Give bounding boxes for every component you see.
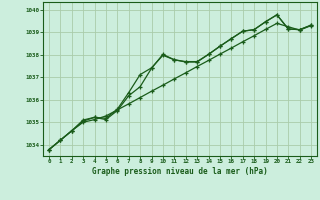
X-axis label: Graphe pression niveau de la mer (hPa): Graphe pression niveau de la mer (hPa): [92, 167, 268, 176]
